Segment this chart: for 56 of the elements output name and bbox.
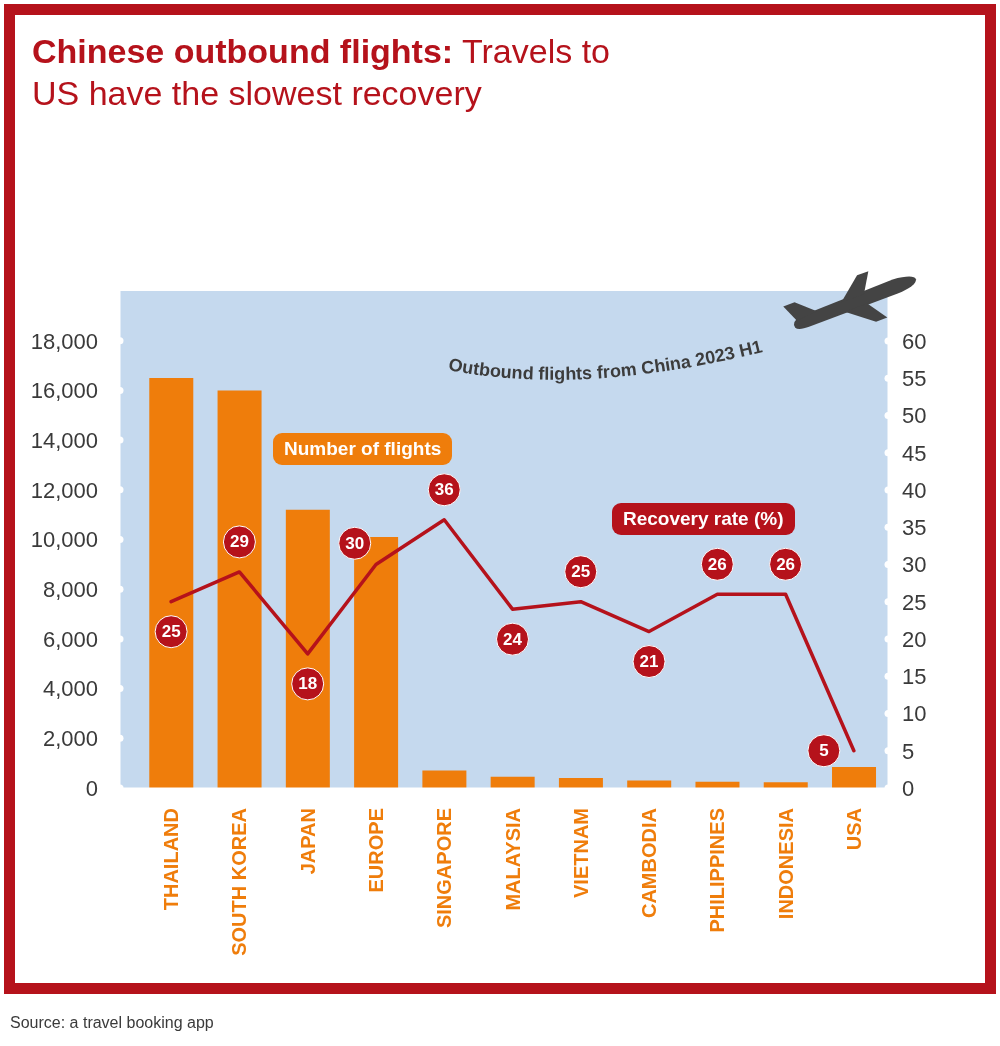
y2-tick-label: 20 [902,626,927,652]
data-label: 26 [707,554,727,574]
data-label: 29 [229,532,249,552]
data-label: 30 [345,533,365,553]
x-tick-label: VIETNAM [569,808,592,898]
text: Recovery rate (%) [612,503,795,535]
data-label: 36 [434,480,454,500]
bar [558,778,603,788]
x-tick-label: SINGAPORE [433,808,456,929]
series-label: Number of flights [273,433,453,465]
data-label: 18 [298,674,318,694]
data-label: 25 [161,622,181,642]
data-label: 25 [571,562,591,582]
data-label: 5 [819,741,829,761]
y2-tick-label: 0 [902,775,915,801]
y-tick-label: 0 [85,775,98,801]
chart-title: Chinese outbound flights: Travels to US have the slowest recovery [32,31,611,114]
x-tick-label: INDONESIA [774,808,797,920]
annotation: Outbound flights from China 2023 H1 [447,336,765,384]
x-tick-label: JAPAN [296,808,319,875]
y-tick-label: 14,000 [30,427,98,453]
x-tick-label: SOUTH KOREA [228,808,251,956]
x-tick-label: EUROPE [364,808,387,893]
y2-tick-label: 55 [902,365,927,391]
x-tick-label: USA [842,808,865,851]
y2-tick-label: 30 [902,552,927,578]
y-tick-label: 2,000 [42,726,98,752]
y2-tick-label: 25 [902,589,927,615]
y2-tick-label: 40 [902,477,927,503]
y2-tick-label: 10 [902,701,927,727]
x-tick-label: MALAYSIA [501,808,524,911]
data-label: 21 [639,652,659,672]
x-tick-label: CAMBODIA [638,808,661,918]
bar [832,766,877,788]
x-tick-label: PHILIPPINES [706,808,729,933]
y2-tick-label: 60 [902,328,927,354]
y2-tick-label: 35 [902,515,927,541]
y2-tick-label: 5 [902,738,915,764]
y2-tick-label: 45 [902,440,927,466]
y-tick-label: 10,000 [30,527,98,553]
data-label: 26 [776,554,796,574]
source-note: Source: a travel booking app [10,1014,214,1032]
bar [217,390,262,788]
y-tick-label: 16,000 [30,378,98,404]
y2-tick-label: 15 [902,664,927,690]
y2-tick-label: 50 [902,403,927,429]
bar [285,509,330,788]
bar [149,377,194,788]
y-tick-label: 12,000 [30,477,98,503]
x-tick-label: THAILAND [160,808,183,911]
y-tick-label: 18,000 [30,328,98,354]
y-tick-label: 8,000 [42,577,98,603]
y-tick-label: 4,000 [42,676,98,702]
bar [422,770,467,788]
data-label: 24 [503,629,523,649]
y-tick-label: 6,000 [42,626,98,652]
